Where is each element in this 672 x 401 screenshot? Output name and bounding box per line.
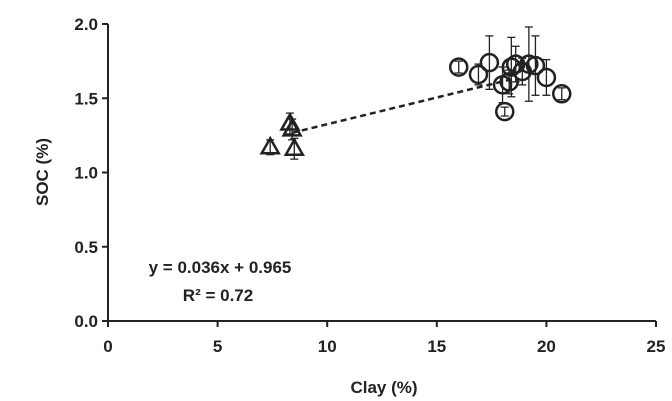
r-squared-label: R² = 0.72 — [183, 286, 253, 305]
triangle-marker — [281, 117, 303, 137]
circle-point — [479, 35, 500, 90]
triangle-point — [283, 137, 305, 160]
trendline-path — [291, 78, 512, 135]
x-tick-label: 0 — [103, 337, 112, 356]
circle-point — [448, 57, 469, 77]
tick-labels: 0.0 0.5 1.0 1.5 2.0 0 5 10 15 20 25 — [74, 15, 665, 356]
triangle-point — [259, 135, 281, 156]
y-tick-label: 0.0 — [74, 312, 98, 331]
circle-point — [551, 84, 572, 104]
triangle-marker — [259, 135, 281, 155]
y-axis-title: SOC (%) — [33, 138, 52, 206]
x-axis-title: Clay (%) — [350, 378, 417, 397]
x-tick-label: 15 — [427, 337, 446, 356]
circle-point — [536, 58, 557, 96]
circle-marker — [448, 57, 469, 77]
x-tick-label: 25 — [647, 337, 666, 356]
y-tick-label: 1.5 — [74, 89, 98, 108]
data-points — [259, 26, 572, 160]
x-tick-label: 20 — [537, 337, 556, 356]
y-tick-label: 0.5 — [74, 238, 98, 257]
circle-marker — [536, 67, 557, 88]
circle-marker — [495, 101, 515, 122]
trendline — [291, 78, 512, 135]
y-tick-label: 1.0 — [74, 164, 98, 183]
axes — [102, 23, 657, 327]
circle-point — [495, 101, 515, 122]
circle-marker — [551, 84, 572, 104]
triangle-point — [281, 117, 303, 141]
x-tick-label: 10 — [318, 337, 337, 356]
y-tick-label: 2.0 — [74, 15, 98, 34]
equation-label: y = 0.036x + 0.965 — [149, 258, 292, 277]
x-tick-label: 5 — [213, 337, 222, 356]
circle-marker — [525, 55, 546, 76]
circle-marker — [468, 64, 489, 85]
triangle-marker — [283, 137, 305, 156]
circle-point — [468, 63, 489, 86]
circle-point — [525, 35, 546, 96]
circle-marker — [479, 52, 500, 73]
